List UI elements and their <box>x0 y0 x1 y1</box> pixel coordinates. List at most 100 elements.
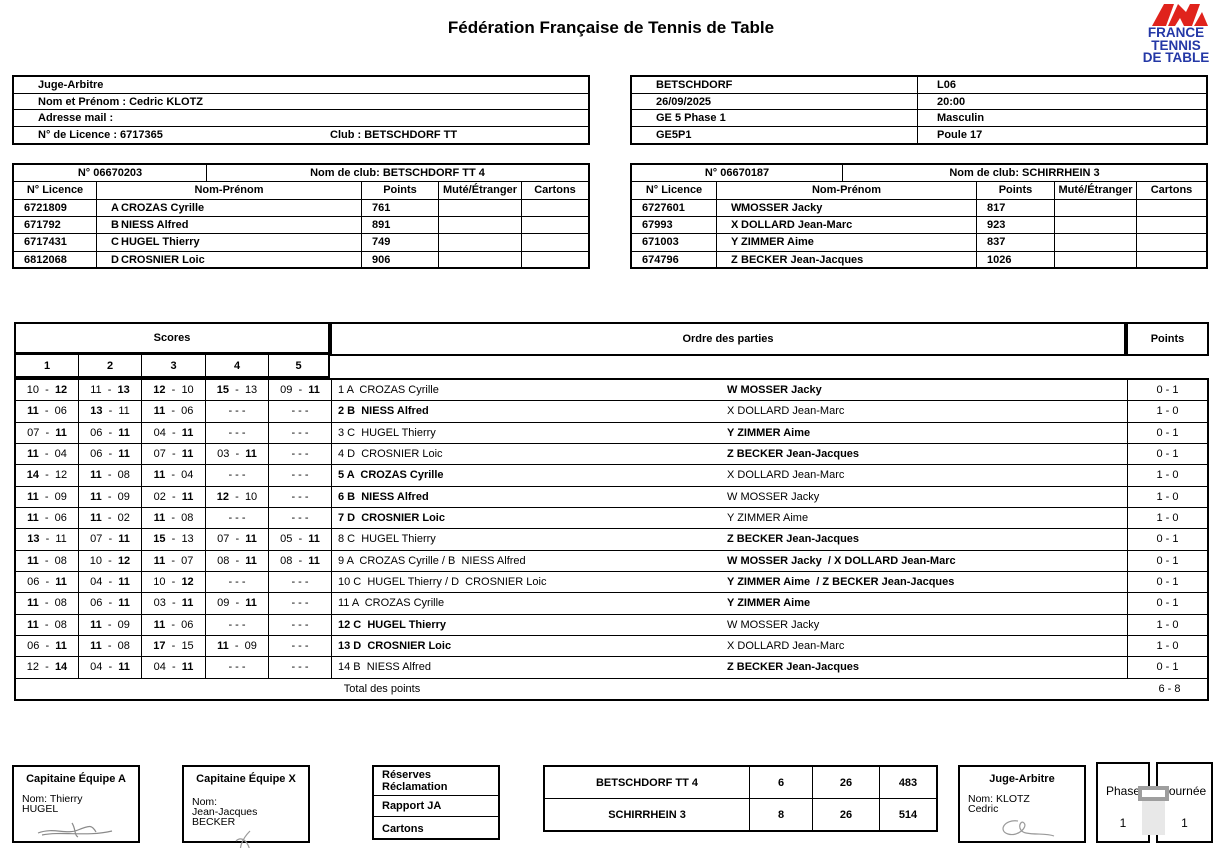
score-home: 05 <box>280 533 293 546</box>
player-name: CROZAS Cyrille <box>121 201 205 214</box>
score-dash: - <box>38 405 55 418</box>
match-info-left: 26/09/2025 <box>656 95 712 108</box>
score-away: 11 <box>55 640 67 653</box>
result-row: BETSCHDORF TT 4 6 26 483 <box>545 767 936 799</box>
score-away: 09 <box>244 640 257 653</box>
team-col-header: Nom-Prénom <box>717 182 977 199</box>
score-home: 12 <box>216 490 230 503</box>
score-away: 08 <box>54 618 67 631</box>
player-letter: X <box>731 219 739 232</box>
score-dash: - <box>38 618 55 631</box>
score-cell: 11 - 09 <box>79 614 142 635</box>
score-home: 11 <box>90 512 102 525</box>
score-cell: - - - <box>269 657 332 678</box>
phase-value: 1 <box>1119 816 1127 830</box>
score-dash: - <box>39 640 56 653</box>
order-header: Ordre des parties <box>330 322 1126 356</box>
result-value: 514 <box>898 808 918 821</box>
points-header: Points <box>1126 322 1209 356</box>
score-cell: 09 - 11 <box>206 593 269 614</box>
score-home: 04 <box>153 426 166 439</box>
score-away: 11 <box>181 448 194 461</box>
score-home: 17 <box>153 640 166 653</box>
score-dash: - <box>229 533 246 546</box>
score-away: 04 <box>54 448 67 461</box>
score-dash: - <box>101 618 118 631</box>
score-home: 09 <box>217 597 230 610</box>
home-player: 11 A CROZAS Cyrille <box>338 597 445 610</box>
score-home: 11 <box>90 469 102 482</box>
referee-row-licence: N° de Licence : 6717365 Club : BETSCHDOR… <box>14 127 588 144</box>
team-col-header: N° Licence <box>632 182 717 199</box>
player-licence: 6717431 <box>14 234 97 251</box>
score-dash: - <box>102 533 119 546</box>
score-home: 11 <box>27 405 39 418</box>
score-cell: 11 - 08 <box>16 550 79 571</box>
score-home: 02 <box>153 490 166 503</box>
journee-label: Journée <box>1162 784 1207 798</box>
score-cell: - - - <box>269 614 332 635</box>
referee-club: Club : BETSCHDORF TT <box>330 128 458 141</box>
match-points: 0 - 1 <box>1156 384 1179 397</box>
team-col-header: Points <box>977 182 1055 199</box>
score-away: 06 <box>54 512 67 525</box>
score-cell: - - - <box>206 507 269 529</box>
score-away: 11 <box>55 576 67 589</box>
score-cell: 11 - 06 <box>142 401 206 422</box>
score-dash: - <box>101 490 118 503</box>
score-cell: - - - <box>269 443 332 465</box>
away-player: X DOLLARD Jean-Marc <box>727 469 845 482</box>
player-cartons <box>1137 200 1206 216</box>
score-dash: - <box>165 426 182 439</box>
referee-box-title: Juge-Arbitre <box>989 773 1055 785</box>
score-away: 11 <box>308 554 320 567</box>
match-info-row: BETSCHDORF L06 <box>632 77 1206 94</box>
match-points: 0 - 1 <box>1156 576 1179 589</box>
score-home: 03 <box>153 597 166 610</box>
gray-artifact-outline <box>1138 786 1169 801</box>
away-player: Z BECKER Jean-Jacques <box>727 533 860 546</box>
score-dash: - <box>292 384 309 397</box>
score-cell: 11 - 04 <box>16 443 79 465</box>
player-licence: 6721809 <box>14 199 97 216</box>
score-cell: 06 - 11 <box>16 571 79 593</box>
score-away: 12 <box>117 554 131 567</box>
score-away: 15 <box>181 640 194 653</box>
score-dash: - <box>101 384 118 397</box>
score-away: 08 <box>117 469 130 482</box>
player-row: 6721809 A CROZAS Cyrille 761 <box>14 199 588 217</box>
match-row: 07 - 11 06 - 11 04 - 11- - -- - -3 C HUGEL… <box>16 422 1207 444</box>
player-licence: 674796 <box>632 251 717 269</box>
total-points: 6 - 8 <box>1158 682 1181 695</box>
player-letter: D <box>111 254 119 267</box>
score-cell: 11 - 06 <box>16 401 79 422</box>
score-away: 06 <box>181 618 194 631</box>
score-away: 13 <box>117 384 130 397</box>
score-away: 11 <box>118 448 130 461</box>
gray-artifact-fill <box>1142 801 1165 835</box>
team-x-number: N° 06670187 <box>632 165 843 182</box>
score-home: 07 <box>217 533 230 546</box>
referee-signature-box: Juge-Arbitre Nom: KLOTZ Cedric <box>958 765 1086 843</box>
score-away: 12 <box>54 384 68 397</box>
score-cell: 11 - 08 <box>79 635 142 657</box>
match-info-right: L06 <box>937 79 956 91</box>
match-row: 11 - 04 06 - 11 07 - 11 03 - 11- - -4 D CRO… <box>16 443 1207 466</box>
score-home: 15 <box>216 384 230 397</box>
player-points: 837 <box>977 234 1055 251</box>
player-name-cell: Z BECKER Jean-Jacques <box>717 251 977 269</box>
score-cell: 11 - 08 <box>79 465 142 486</box>
player-mute <box>439 216 522 234</box>
score-dash: - <box>38 554 55 567</box>
order-cell: 8 C HUGEL Thierry Z BECKER Jean-Jacques <box>332 529 1128 550</box>
score-home: 15 <box>153 533 166 546</box>
score-dash: - <box>39 384 55 397</box>
score-home: 11 <box>153 405 166 418</box>
score-cell: - - - <box>269 422 332 443</box>
total-label: Total des points <box>343 682 421 695</box>
score-away: 07 <box>181 554 194 567</box>
player-points: 761 <box>362 199 439 216</box>
order-cell: 1 A CROZAS Cyrille W MOSSER Jacky <box>332 380 1128 401</box>
